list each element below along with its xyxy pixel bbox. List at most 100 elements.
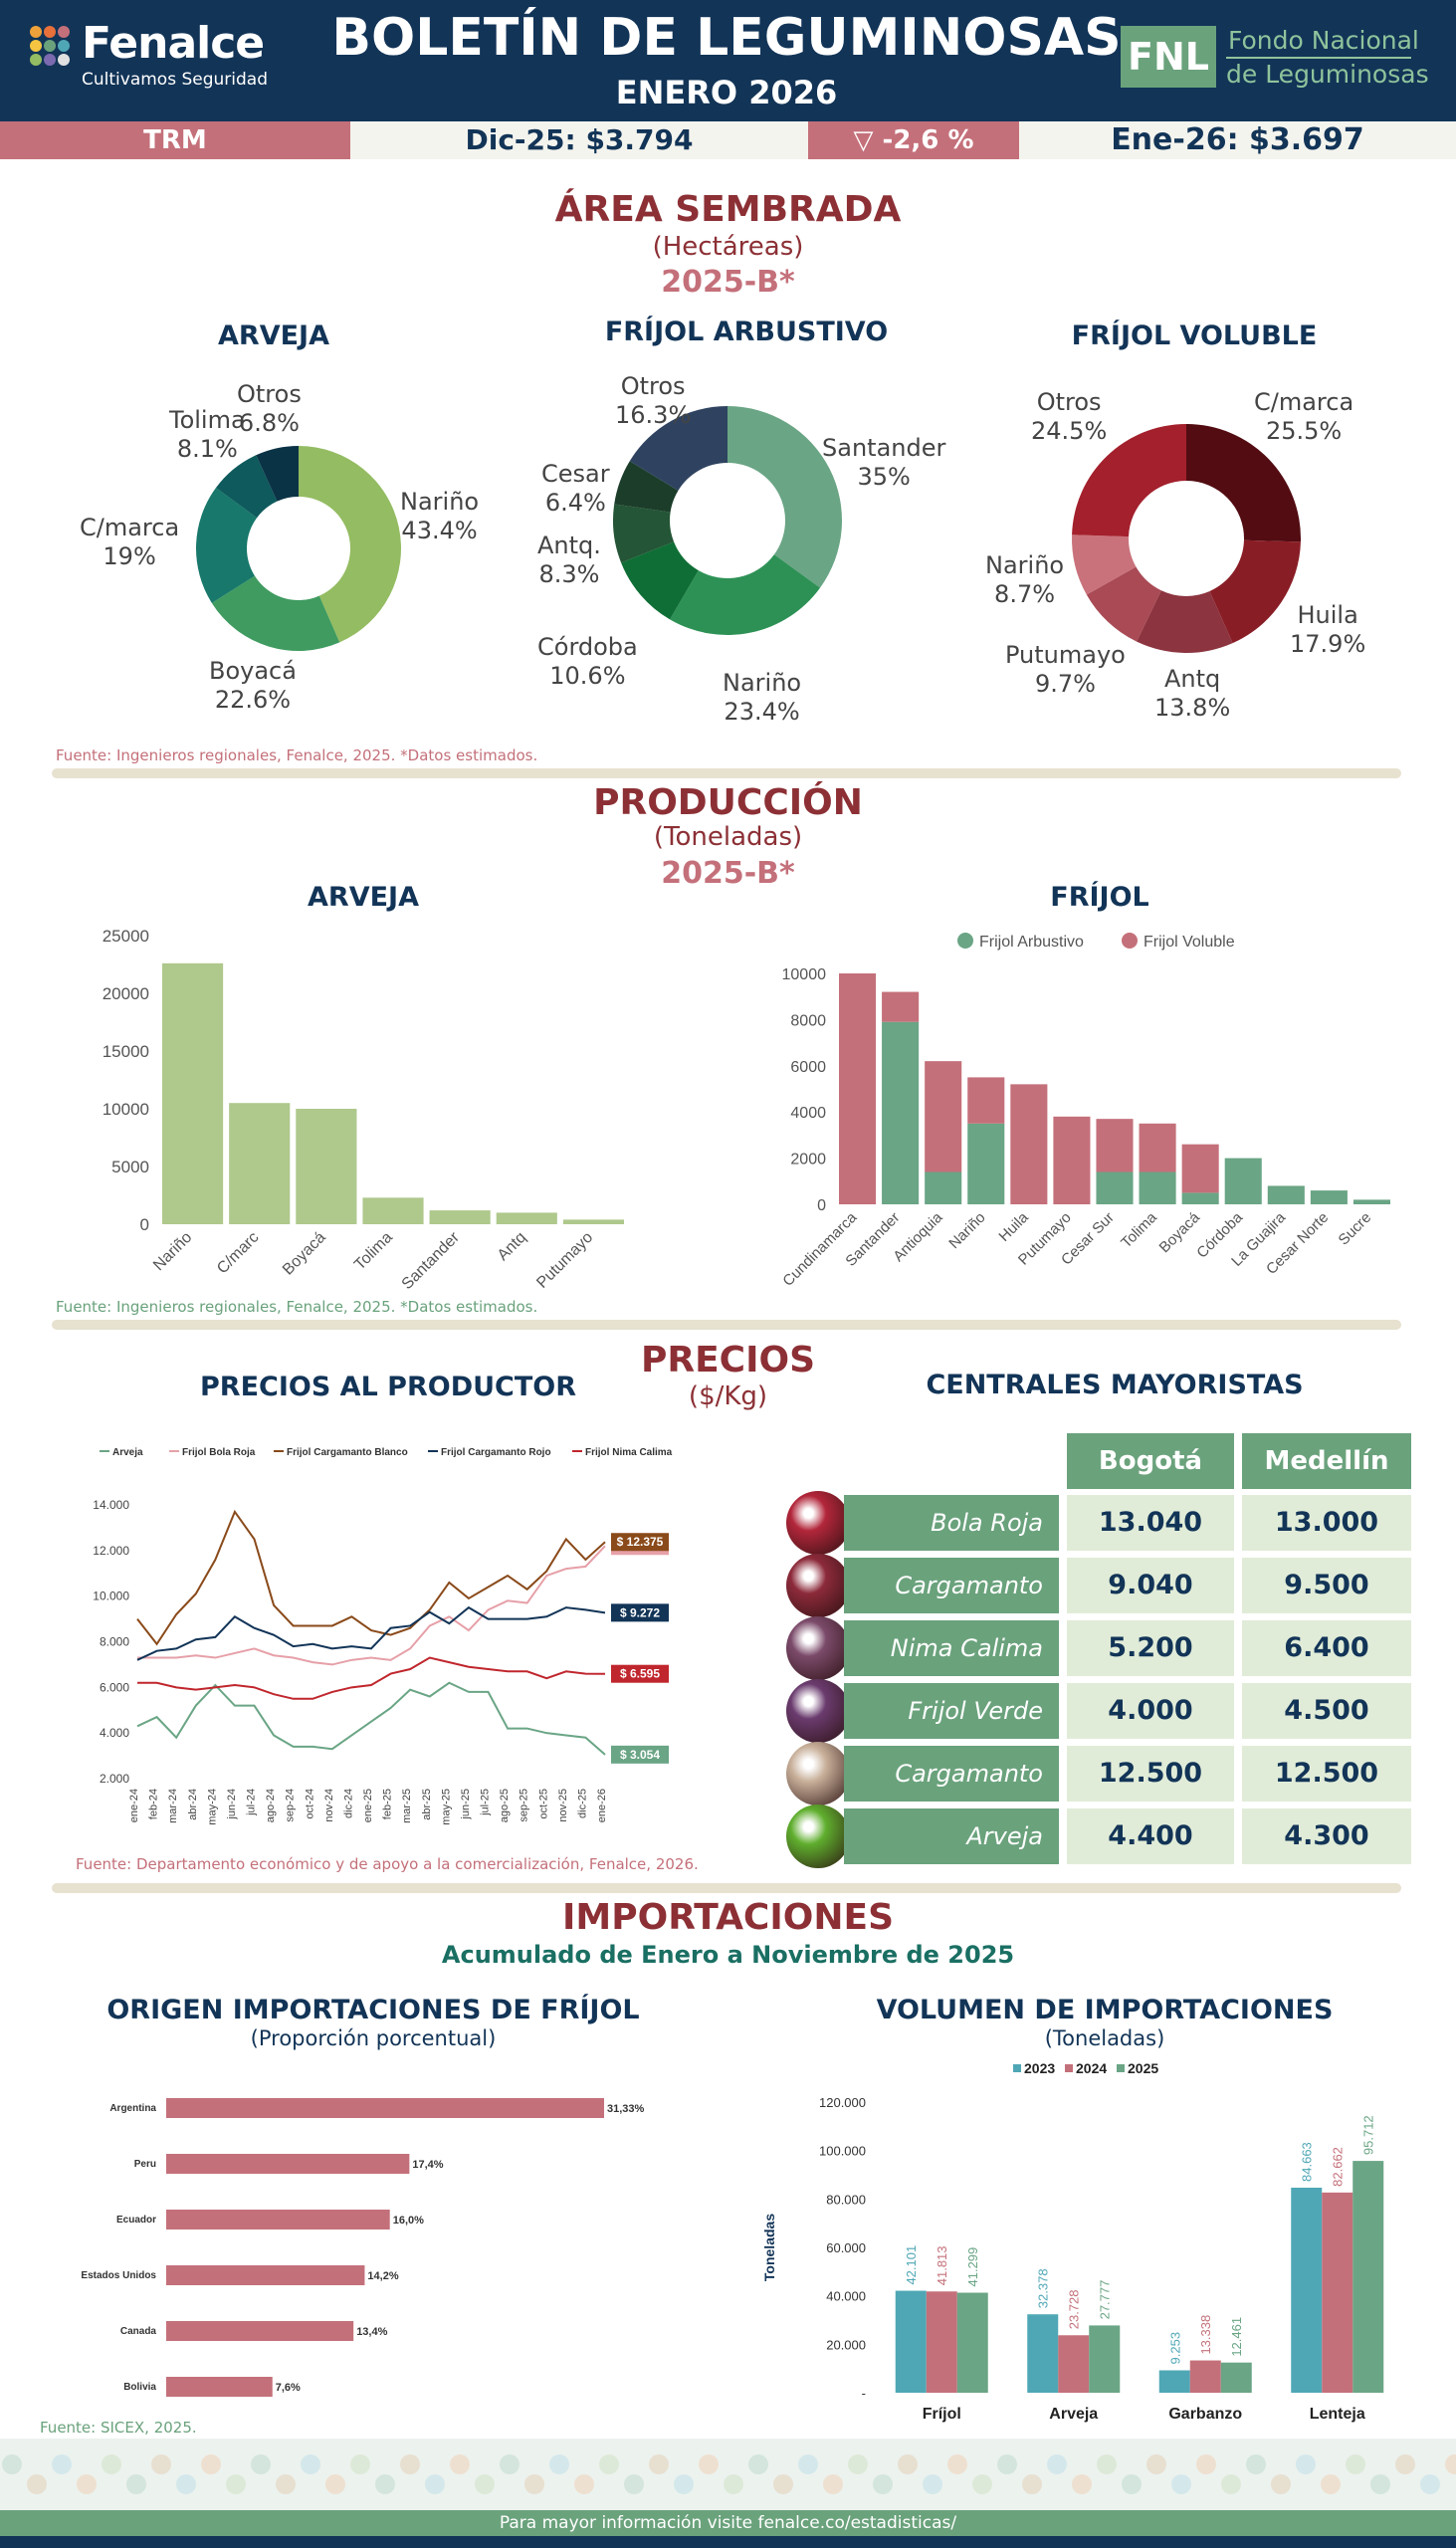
- arveja-label-boyaca: Boyacá 22.6%: [209, 657, 297, 714]
- trm-label: TRM: [0, 121, 350, 159]
- y-tick-label: 0: [140, 1215, 149, 1234]
- decorative-dot: [375, 2474, 395, 2494]
- wholesale-price-medellin: 13.000: [1242, 1495, 1411, 1551]
- x-tick-label: jun-25: [460, 1789, 472, 1820]
- prod-arveja-title: ARVEJA: [308, 882, 419, 913]
- decorative-dot: [997, 2454, 1017, 2474]
- imports-section-title: IMPORTACIONES: [562, 1897, 894, 1938]
- y-tick-label: 6.000: [100, 1680, 129, 1694]
- trm-bar: TRM Dic-25: $3.794 ▽ -2,6 % Ene-26: $3.6…: [0, 121, 1456, 159]
- decorative-dot: [1221, 2474, 1241, 2494]
- decorative-dot: [1246, 2454, 1266, 2474]
- category-label: Canada: [120, 2326, 157, 2337]
- fenalce-logo-icon: [30, 26, 70, 66]
- arveja-label-otros: Otros 6.8%: [237, 380, 302, 437]
- legend-swatch: [957, 933, 973, 949]
- x-tick-label: sep-24: [285, 1789, 297, 1822]
- imports-source: Fuente: SICEX, 2025.: [40, 2419, 197, 2437]
- footer-info-link[interactable]: Para mayor información visite fenalce.co…: [0, 2510, 1456, 2536]
- area-frijol-voluble-donut: [1072, 424, 1301, 653]
- wholesale-price-medellin: 9.500: [1242, 1558, 1411, 1613]
- x-tick-label: dic-25: [576, 1789, 588, 1818]
- bar-segment: [967, 1077, 1005, 1124]
- production-source: Fuente: Ingenieros regionales, Fenalce, …: [56, 1298, 538, 1316]
- x-tick-label: Fríjol: [923, 2406, 961, 2423]
- data-label: 82.662: [1331, 2147, 1346, 2187]
- bean-photo: [786, 1491, 850, 1555]
- y-tick-label: 2000: [790, 1152, 826, 1168]
- x-tick-label: Huila: [995, 1208, 1032, 1245]
- prices-section-unit: ($/Kg): [688, 1381, 768, 1411]
- x-tick-label: ene-25: [362, 1789, 374, 1822]
- pie-slice-nari-o: [670, 554, 821, 635]
- pie-slice-cesar: [614, 461, 679, 513]
- decorative-dot: [425, 2474, 445, 2494]
- decorative-dot: [475, 2474, 495, 2494]
- area-frijol-voluble-title: FRÍJOL VOLUBLE: [1071, 320, 1318, 351]
- decorative-dot: [27, 2474, 47, 2494]
- decorative-dot: [1072, 2474, 1092, 2494]
- bar-bolivia: [166, 2377, 273, 2397]
- origin-imports-title: ORIGEN IMPORTACIONES DE FRÍJOL: [106, 1995, 640, 2025]
- legend-label: Arveja: [112, 1447, 143, 1458]
- bar-segment: [1139, 1171, 1176, 1204]
- pie-slice-nari-o: [1072, 534, 1137, 595]
- decorative-dot: [1395, 2454, 1415, 2474]
- fnl-name-line2: de Leguminosas: [1226, 60, 1429, 89]
- bar-ecuador: [166, 2210, 390, 2230]
- bar-2023: [1291, 2187, 1323, 2393]
- x-tick-label: Garbanzo: [1168, 2406, 1242, 2423]
- production-section-unit: (Toneladas): [653, 822, 803, 852]
- legend-label: Frijol Bola Roja: [182, 1447, 256, 1458]
- category-label: Ecuador: [116, 2215, 156, 2226]
- y-tick-label: -: [862, 2386, 866, 2401]
- arbustivo-label-santander: Santander 35%: [822, 434, 946, 491]
- x-tick-label: mar-24: [167, 1789, 179, 1823]
- y-tick-label: 2.000: [100, 1772, 129, 1786]
- area-arveja-title: ARVEJA: [218, 320, 329, 351]
- wholesale-product: Frijol Verde: [844, 1683, 1059, 1739]
- y-tick-label: 10000: [782, 966, 827, 983]
- decorative-dot: [1022, 2474, 1042, 2494]
- decorative-dot: [748, 2454, 768, 2474]
- bar-segment: [1181, 1144, 1219, 1193]
- prod-frijol-bar-chart: Frijol Arbustivo Frijol Voluble 0 2000 4000 6…: [779, 933, 1390, 1290]
- x-tick-label: Santander: [399, 1228, 464, 1293]
- pie-slice-otros: [1072, 424, 1186, 537]
- bar-antq: [496, 1212, 557, 1224]
- bar-2025: [1220, 2362, 1252, 2393]
- x-tick-label: ago-24: [265, 1789, 277, 1822]
- x-tick-label: sep-25: [519, 1789, 530, 1822]
- pie-slice-otros: [629, 406, 728, 491]
- legend-label: 2023: [1024, 2060, 1055, 2076]
- bar-segment: [1181, 1192, 1219, 1204]
- decorative-dot: [176, 2474, 196, 2494]
- pie-slice-antq-: [613, 504, 675, 563]
- wholesale-price-bogota: 12.500: [1067, 1746, 1234, 1802]
- decorative-dot: [599, 2454, 619, 2474]
- brand-slogan: Cultivamos Seguridad: [82, 70, 268, 90]
- decorative-dot: [350, 2454, 370, 2474]
- y-tick-label: 4.000: [100, 1726, 129, 1740]
- wholesale-price-bogota: 4.000: [1067, 1683, 1234, 1739]
- pie-slice-santander: [728, 406, 842, 588]
- x-tick-label: mar-25: [401, 1789, 413, 1823]
- footer-decoration: [0, 2439, 1456, 2510]
- area-frijol-arbustivo-title: FRÍJOL ARBUSTIVO: [604, 317, 889, 347]
- x-tick-label: C/marc: [214, 1229, 262, 1277]
- decorative-dot: [77, 2474, 97, 2494]
- legend-label: Frijol Voluble: [1144, 934, 1235, 951]
- decorative-dot: [972, 2474, 992, 2494]
- bar-segment: [882, 991, 920, 1022]
- bar-canada: [166, 2321, 354, 2341]
- trm-december: Dic-25: $3.794: [465, 123, 694, 156]
- area-source: Fuente: Ingenieros regionales, Fenalce, …: [56, 746, 538, 764]
- decorative-dot: [524, 2474, 544, 2494]
- legend-label: 2025: [1128, 2060, 1158, 2076]
- wholesale-product: Bola Roja: [844, 1495, 1059, 1551]
- y-tick-label: 0: [817, 1197, 826, 1214]
- trm-january: Ene-26: $3.697: [1111, 122, 1364, 157]
- x-tick-label: feb-25: [382, 1789, 394, 1819]
- x-tick-label: Putumayo: [533, 1229, 596, 1292]
- x-tick-label: ene-26: [596, 1789, 608, 1822]
